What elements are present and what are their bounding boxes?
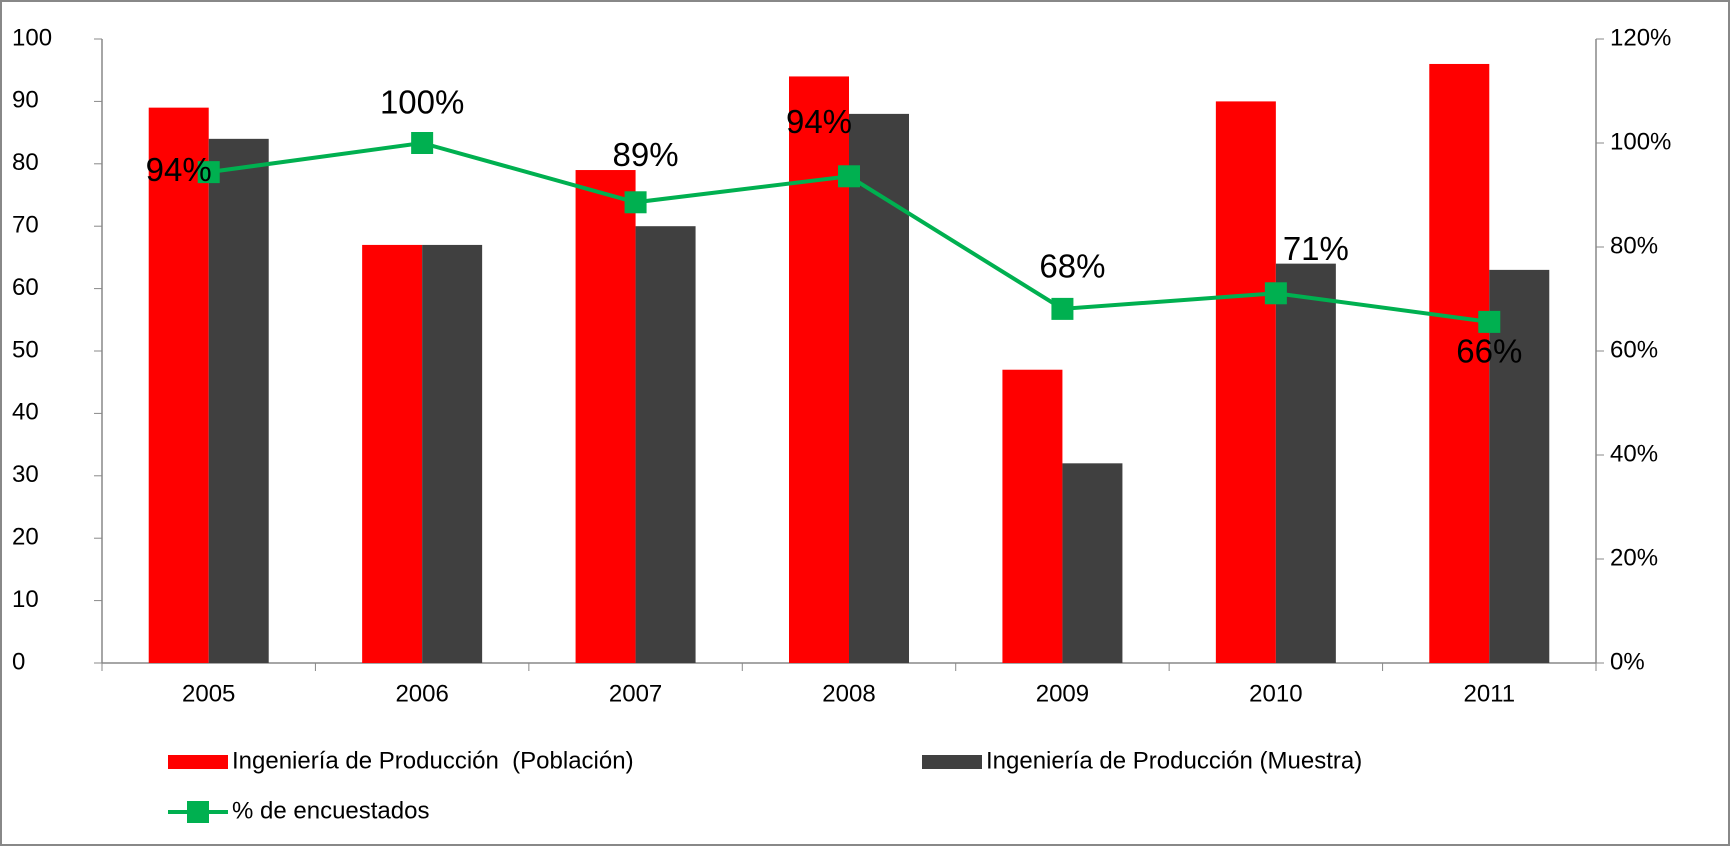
data-label: 71% <box>1283 230 1349 267</box>
bar <box>1215 101 1276 663</box>
bar <box>1275 263 1336 663</box>
data-label: 89% <box>613 136 679 173</box>
bar <box>208 138 269 664</box>
legend-label: Ingeniería de Producción (Muestra) <box>986 747 1362 774</box>
bar <box>148 107 209 663</box>
data-label: 68% <box>1039 248 1105 285</box>
legend-swatch <box>922 755 982 769</box>
x-tick-label: 2007 <box>609 680 662 707</box>
x-tick-label: 2009 <box>1036 680 1089 707</box>
marker <box>624 191 647 214</box>
y-tick-label: 100 <box>12 24 52 51</box>
y2-tick-label: 100% <box>1610 128 1671 155</box>
y-tick-label: 0 <box>12 648 25 675</box>
y-tick-label: 70 <box>12 212 39 239</box>
data-label: 94% <box>786 103 852 140</box>
y-tick-label: 20 <box>12 524 39 551</box>
x-tick-label: 2010 <box>1249 680 1302 707</box>
x-tick-label: 2005 <box>182 680 235 707</box>
data-label: 100% <box>380 84 464 121</box>
marker <box>1051 297 1074 320</box>
marker <box>1264 282 1287 305</box>
y-tick-label: 50 <box>12 336 39 363</box>
marker <box>838 165 860 188</box>
bar <box>422 244 483 664</box>
y2-tick-label: 20% <box>1610 544 1658 571</box>
x-tick-label: 2011 <box>1463 680 1515 707</box>
marker <box>1478 310 1501 333</box>
x-tick-label: 2006 <box>395 680 448 707</box>
bar <box>362 244 423 664</box>
marker <box>197 161 220 184</box>
y2-tick-label: 80% <box>1610 232 1658 259</box>
y-tick-label: 30 <box>12 461 39 488</box>
y-tick-label: 40 <box>12 399 39 426</box>
bar <box>1429 63 1490 663</box>
data-label: 94% <box>146 151 212 188</box>
marker <box>411 132 434 154</box>
x-tick-label: 2008 <box>822 680 875 707</box>
bar <box>1002 369 1063 663</box>
bar <box>1489 269 1550 663</box>
legend-swatch <box>168 755 228 769</box>
bar <box>1062 463 1123 663</box>
y-tick-label: 10 <box>12 586 39 613</box>
y-tick-label: 90 <box>12 87 39 114</box>
legend-label: Ingeniería de Producción (Población) <box>232 747 634 774</box>
y-tick-label: 60 <box>12 274 39 301</box>
data-label: 66% <box>1456 333 1522 370</box>
y2-tick-label: 40% <box>1610 440 1658 467</box>
y-tick-label: 80 <box>12 149 39 176</box>
bar <box>575 170 636 664</box>
legend-label: % de encuestados <box>232 797 429 824</box>
y2-tick-label: 120% <box>1610 24 1671 51</box>
bar <box>789 76 849 663</box>
bar <box>635 226 696 663</box>
legend-marker <box>187 801 209 823</box>
y2-tick-label: 60% <box>1610 336 1658 363</box>
y2-tick-label: 0% <box>1610 648 1645 675</box>
